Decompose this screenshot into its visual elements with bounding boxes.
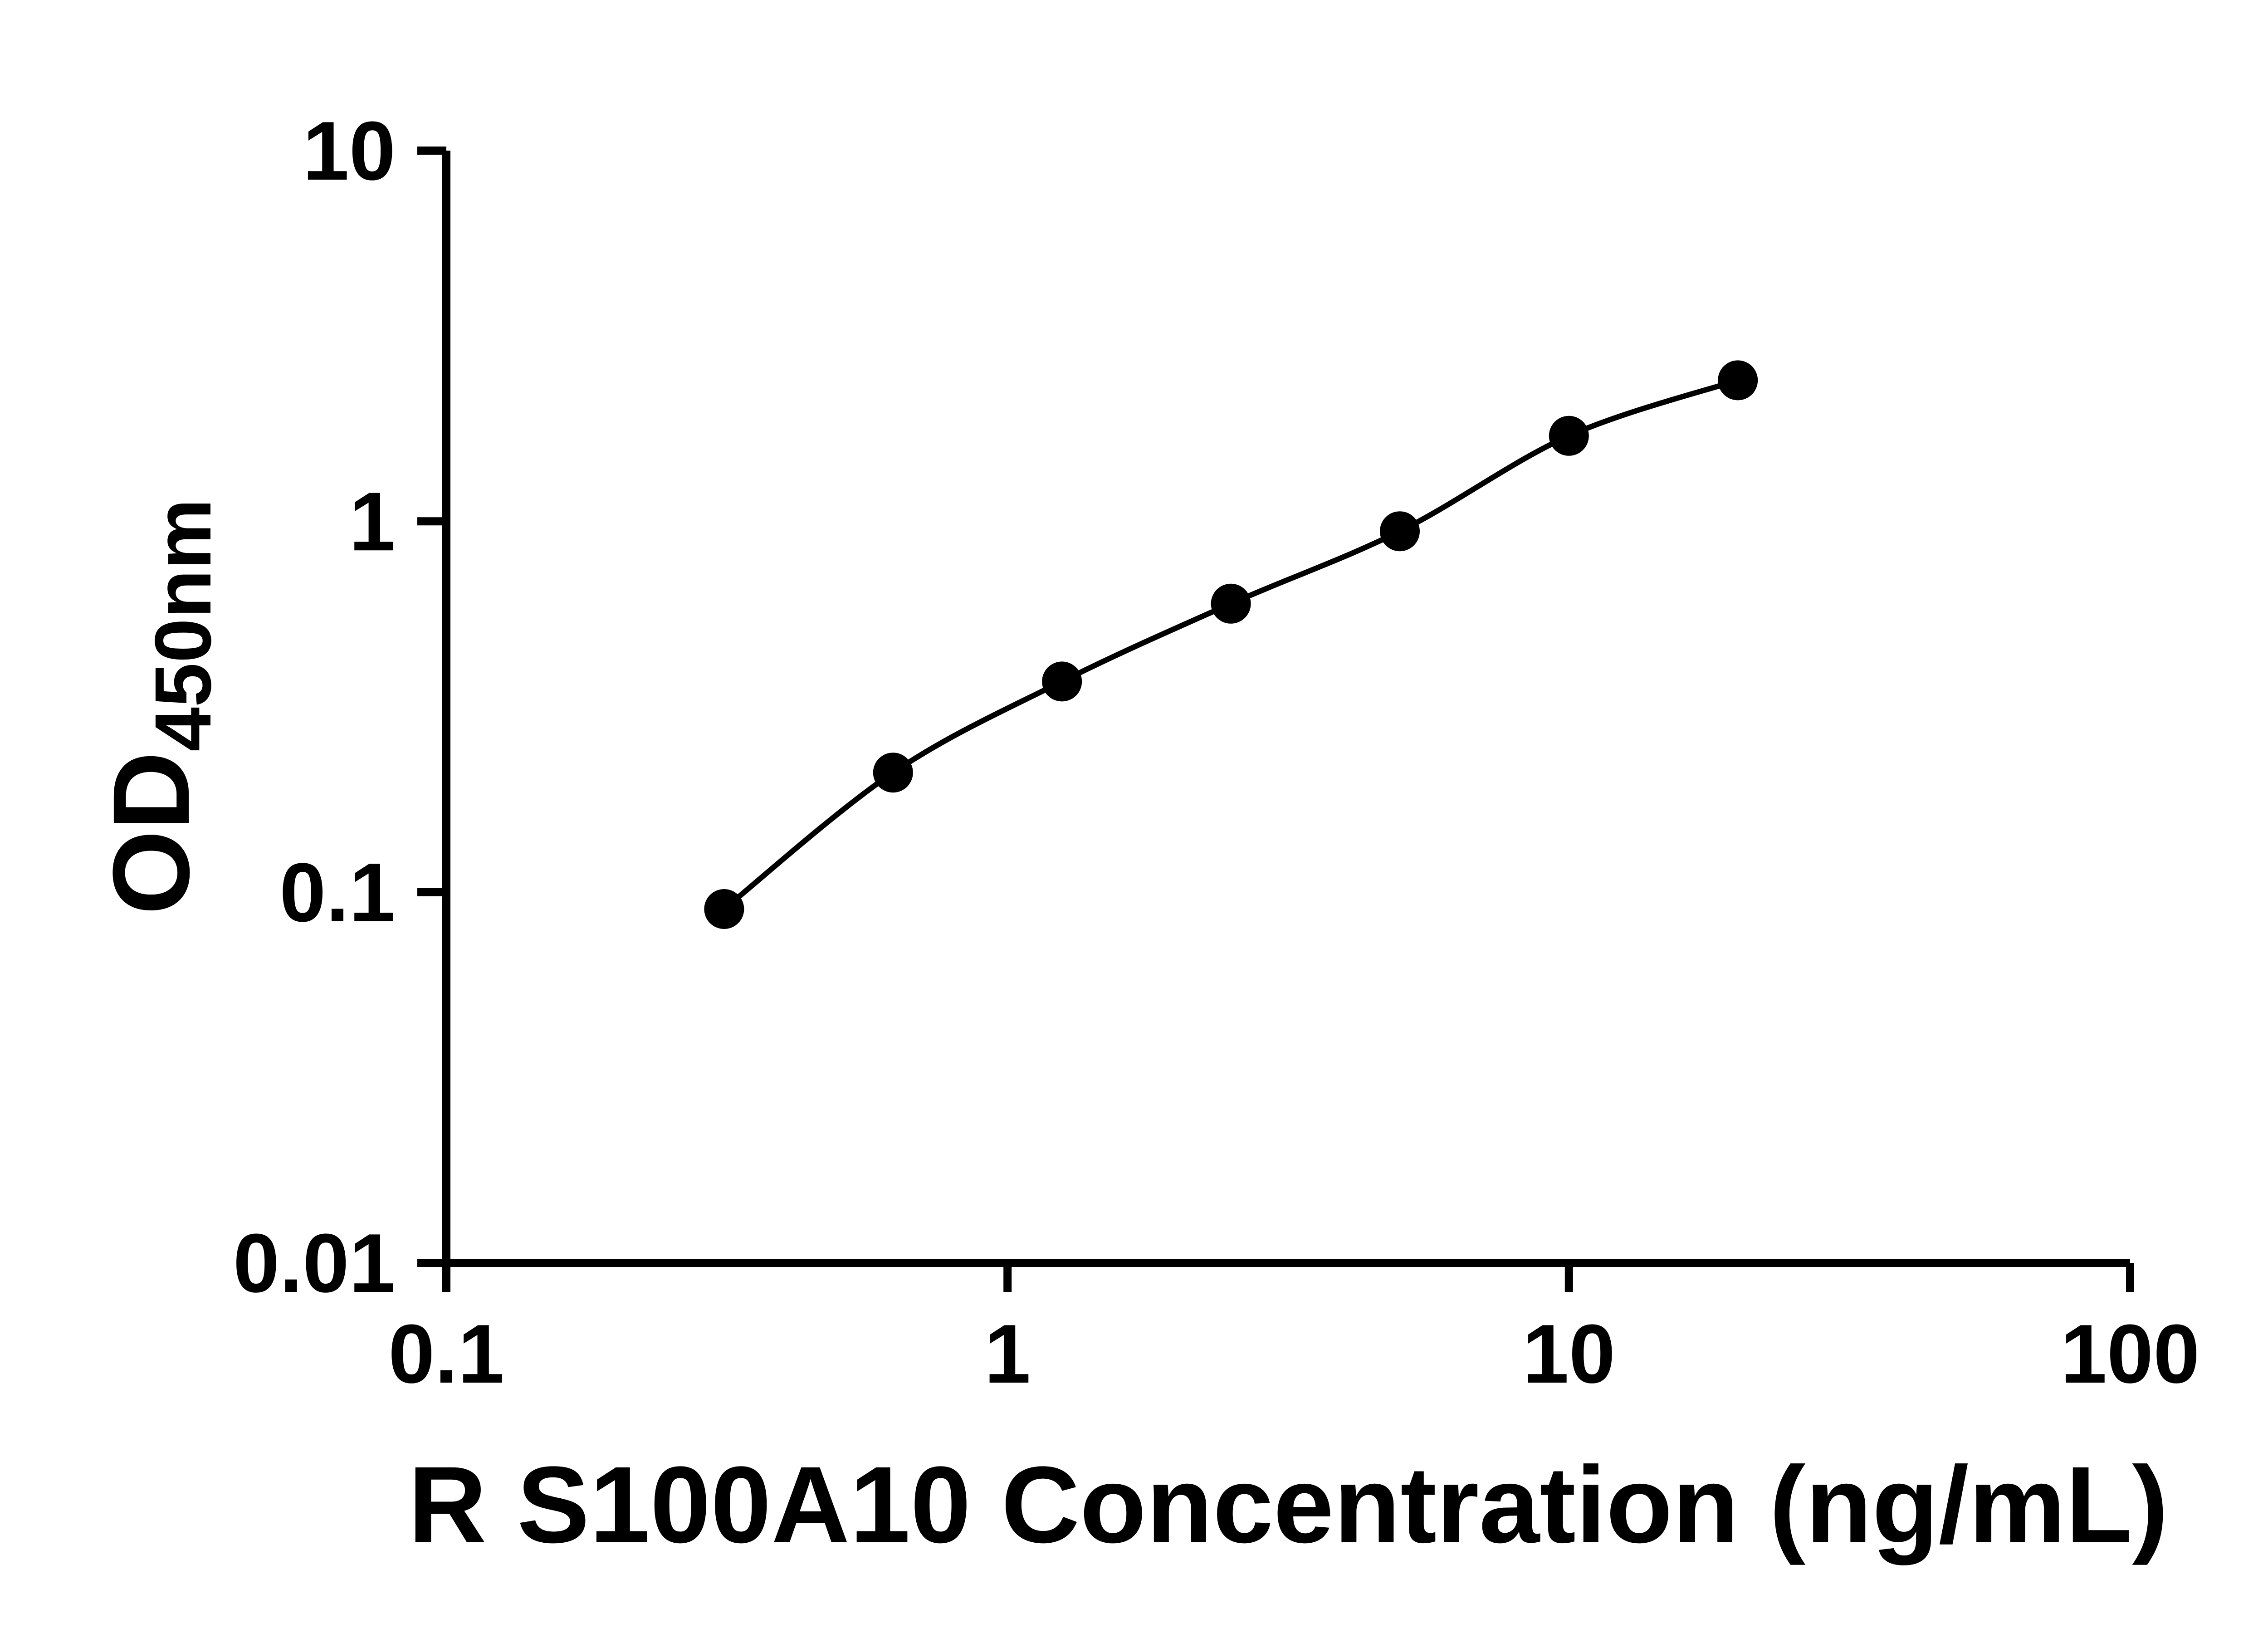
data-point	[1211, 583, 1251, 624]
data-point	[873, 753, 913, 793]
y-tick-label: 1	[349, 474, 396, 568]
y-axis-title-base: OD	[90, 752, 212, 915]
y-axis-title: OD450nm	[90, 499, 228, 915]
x-axis-title: R S100A10 Concentration (ng/mL)	[408, 1444, 2169, 1565]
axes-lines	[442, 151, 2130, 1267]
data-point	[1718, 360, 1758, 401]
y-tick-label: 0.1	[279, 846, 396, 939]
y-axis-title-subscript: 450nm	[139, 499, 228, 752]
x-tick-label: 10	[1522, 1307, 1615, 1400]
fit-curve-line	[722, 377, 1739, 911]
x-tick-label: 0.1	[388, 1307, 504, 1400]
data-point	[704, 889, 744, 929]
x-tick-label: 1	[984, 1307, 1031, 1400]
data-point	[1380, 511, 1420, 552]
data-point	[1549, 416, 1589, 456]
y-tick-label: 10	[303, 104, 396, 197]
y-tick-label: 0.01	[233, 1216, 396, 1310]
data-point	[1042, 661, 1082, 702]
x-tick-label: 100	[2061, 1307, 2200, 1400]
